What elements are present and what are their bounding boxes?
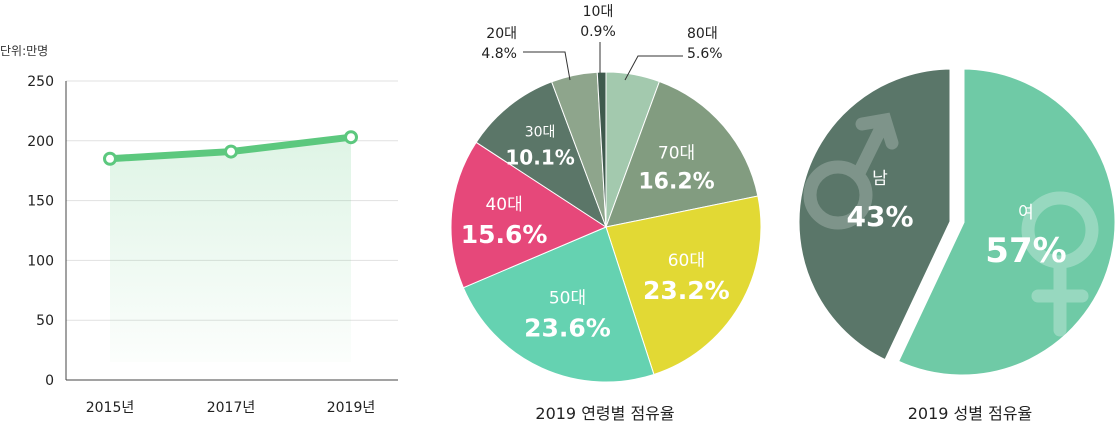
slice-category-label: 여 (1018, 203, 1034, 223)
pie-slice (462, 226, 655, 383)
y-tick-label: 100 (27, 253, 54, 269)
slice-value-label: 23.6% (524, 314, 611, 343)
x-tick-label: 2015년 (86, 400, 135, 416)
pie-slice (475, 81, 608, 229)
slice-value-label: 43% (846, 200, 913, 233)
slice-category-label: 남 (872, 169, 888, 189)
x-tick-label: 2017년 (207, 400, 256, 416)
slice-value-label: 57% (985, 231, 1066, 271)
pie-slice (794, 64, 955, 366)
y-tick-label: 250 (27, 74, 54, 90)
slice-value-label: 0.9% (580, 24, 616, 40)
pie-slice (892, 64, 1116, 380)
y-tick-label: 200 (27, 134, 54, 150)
pie-slice (605, 195, 762, 376)
x-tick-label: 2019년 (327, 400, 376, 416)
data-point (103, 151, 117, 166)
slice-value-label: 4.8% (481, 46, 517, 62)
y-tick-label: 150 (27, 194, 54, 210)
slice-category-label: 30대 (525, 125, 556, 141)
pie-slice (605, 80, 759, 228)
line-chart-unit-label: 단위:만명 (0, 44, 49, 58)
leader-line (624, 55, 683, 81)
slice-category-label: 20대 (486, 26, 517, 42)
female-symbol-icon (1021, 191, 1099, 337)
y-tick-label: 50 (36, 313, 54, 329)
slice-category-label: 40대 (485, 195, 522, 215)
slice-value-label: 10.1% (505, 146, 574, 170)
slice-category-label: 50대 (549, 289, 586, 309)
slice-value-label: 5.6% (687, 46, 723, 62)
slice-value-label: 15.6% (461, 220, 548, 249)
leader-line (523, 51, 571, 81)
slice-category-label: 80대 (687, 26, 718, 42)
age-pie-title: 2019 연령별 점유율 (535, 404, 675, 423)
pie-slice (450, 141, 608, 289)
slice-value-label: 23.2% (643, 276, 730, 305)
data-point (344, 130, 358, 145)
data-point (224, 144, 238, 159)
gender-pie-title: 2019 성별 점유율 (907, 404, 1033, 423)
y-tick-label: 0 (45, 373, 54, 389)
pie-slice (596, 71, 607, 228)
slice-value-label: 16.2% (638, 169, 714, 194)
slice-category-label: 70대 (658, 143, 695, 163)
area-fill (110, 137, 351, 362)
slice-category-label: 60대 (668, 251, 705, 271)
male-symbol-icon (803, 112, 899, 230)
slice-category-label: 10대 (583, 4, 614, 20)
